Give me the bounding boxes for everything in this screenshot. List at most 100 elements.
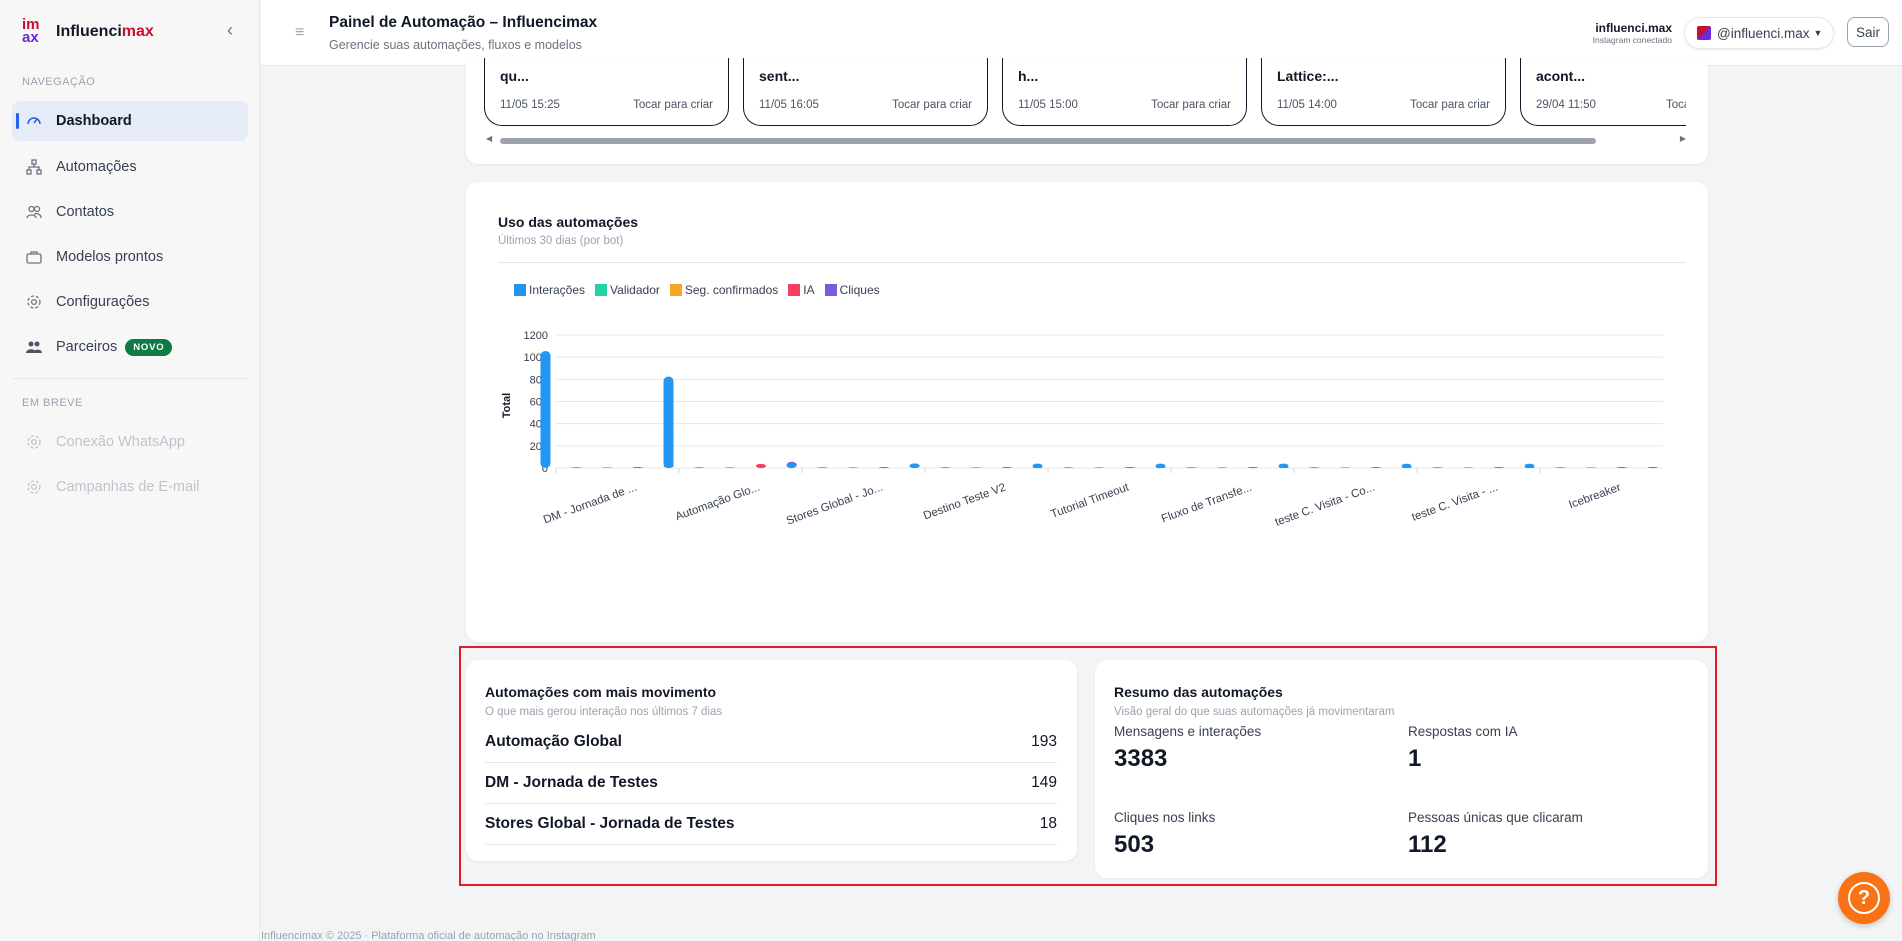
bar-intera-es[interactable] (540, 350, 551, 468)
flow-card-action: Tocar para criar (892, 99, 972, 111)
sidebar: im ax Influencimax ‹ NAVEGAÇÃO Dashboard… (0, 0, 260, 941)
bar-intera-es[interactable] (663, 376, 674, 468)
scrollbar-thumb[interactable] (500, 138, 1596, 144)
legend-item[interactable]: Validador (595, 283, 660, 297)
flow-card-action: Tocar para criar (633, 99, 713, 111)
sitemap-icon (26, 159, 42, 175)
bar-intera-es[interactable] (786, 463, 797, 468)
sidebar-item-label: Conexão WhatsApp (56, 434, 185, 450)
bar-seg-confirmados[interactable] (1586, 467, 1597, 468)
footer: Influencimax © 2025 · Plataforma oficial… (261, 930, 596, 941)
bar-validador[interactable] (694, 467, 705, 468)
account-status: Instagram conectado (1592, 35, 1672, 45)
flow-card[interactable]: acont... 29/04 11:50 Tocar para criar (1520, 58, 1708, 126)
sidebar-item-dashboard[interactable]: Dashboard (12, 101, 248, 141)
sidebar-item-contatos[interactable]: Contatos (12, 192, 248, 232)
bar-seg-confirmados[interactable] (725, 467, 736, 468)
automation-row[interactable]: DM - Jornada de Testes 149 (485, 763, 1057, 804)
legend-item[interactable]: Seg. confirmados (669, 283, 778, 297)
flow-card[interactable]: qu... 11/05 15:25 Tocar para criar (484, 58, 729, 126)
flow-carousel: qu... 11/05 15:25 Tocar para criar sent.… (466, 58, 1708, 164)
bar-cliques[interactable] (1647, 467, 1658, 468)
flow-card[interactable]: sent... 11/05 16:05 Tocar para criar (743, 58, 988, 126)
legend-item[interactable]: IA (788, 283, 815, 297)
flow-card-title: acont... (1536, 68, 1586, 84)
bar-validador[interactable] (1555, 467, 1566, 468)
sidebar-item-automacoes[interactable]: Automações (12, 147, 248, 187)
bar-seg-confirmados[interactable] (1217, 467, 1228, 468)
legend-label: Interações (529, 283, 586, 297)
bar-ia[interactable] (878, 467, 889, 468)
scroll-right-icon[interactable]: ▶ (1679, 134, 1686, 143)
scroll-left-icon[interactable]: ◀ (486, 134, 493, 143)
bar-seg-confirmados[interactable] (1094, 467, 1105, 468)
flow-card[interactable]: h... 11/05 15:00 Tocar para criar (1002, 58, 1247, 126)
bar-ia[interactable] (1001, 467, 1012, 468)
gear-icon (27, 435, 41, 449)
stat-label: Respostas com IA (1408, 724, 1518, 739)
brand-name-a: Influenci (56, 23, 122, 40)
account-name: influenci.max (1595, 21, 1672, 35)
page-title: Painel de Automação – Influencimax (329, 14, 598, 31)
bar-validador[interactable] (571, 467, 582, 468)
automation-row[interactable]: Automação Global 193 (485, 722, 1057, 763)
logout-button[interactable]: Sair (1847, 17, 1889, 47)
sidebar-item-modelos-prontos[interactable]: Modelos prontos (12, 237, 248, 277)
legend-label: IA (803, 283, 815, 297)
bar-ia[interactable] (755, 463, 766, 468)
bar-validador[interactable] (1309, 467, 1320, 468)
stat-label: Mensagens e interações (1114, 724, 1262, 739)
highlight-outline (459, 646, 1717, 886)
stat-link-clicks: Cliques nos links 503 (1114, 810, 1215, 859)
sidebar-item-label: Automações (56, 159, 137, 175)
flow-card-title: qu... (500, 68, 529, 84)
bar-seg-confirmados[interactable] (602, 467, 613, 468)
flow-card[interactable]: Lattice:... 11/05 14:00 Tocar para criar (1261, 58, 1506, 126)
carousel-scrollbar[interactable]: ◀ ▶ (486, 134, 1686, 145)
bar-intera-es[interactable] (1278, 463, 1289, 468)
sidebar-item-configuracoes[interactable]: Configurações (12, 282, 248, 322)
bar-validador[interactable] (1063, 467, 1074, 468)
menu-icon[interactable]: ≡ (295, 24, 305, 41)
flow-card-date: 11/05 14:00 (1277, 99, 1337, 111)
sidebar-item-label: Configurações (56, 294, 150, 310)
bar-validador[interactable] (817, 467, 828, 468)
bar-intera-es[interactable] (1032, 463, 1043, 468)
chart-divider (498, 262, 1686, 263)
bar-validador[interactable] (1432, 467, 1443, 468)
bar-seg-confirmados[interactable] (971, 467, 982, 468)
bar-ia[interactable] (1493, 467, 1504, 468)
bar-ia[interactable] (1370, 467, 1381, 468)
legend-item[interactable]: Cliques (824, 283, 880, 297)
bar-intera-es[interactable] (909, 463, 920, 468)
y-axis-label: Total (501, 393, 513, 418)
bar-validador[interactable] (940, 467, 951, 468)
bar-ia[interactable] (1124, 467, 1135, 468)
account-selector[interactable]: @influenci.max ▼ (1684, 17, 1834, 49)
sidebar-item-parceiros[interactable]: Parceiros NOVO (12, 327, 248, 367)
bar-ia[interactable] (1616, 467, 1627, 468)
bar-ia[interactable] (1247, 467, 1258, 468)
bar-seg-confirmados[interactable] (1340, 467, 1351, 468)
bar-intera-es[interactable] (1155, 463, 1166, 468)
sidebar-item-label: Dashboard (56, 113, 132, 129)
stat-value: 1 (1408, 745, 1422, 772)
collapse-sidebar-icon[interactable]: ‹ (227, 20, 233, 40)
bar-intera-es[interactable] (1401, 463, 1412, 468)
automation-name: Automação Global (485, 733, 622, 750)
bar-seg-confirmados[interactable] (848, 467, 859, 468)
brand-mini-icon (1697, 26, 1711, 40)
bar-ia[interactable] (632, 467, 643, 468)
chart-title: Uso das automações (498, 214, 639, 230)
sidebar-item-label: Parceiros (56, 339, 118, 355)
x-tick-label: Destino Teste V2 (922, 482, 1008, 523)
brand[interactable]: im ax Influencimax (22, 17, 154, 46)
help-button[interactable]: ? (1838, 872, 1890, 924)
automation-row[interactable]: Stores Global - Jornada de Testes 18 (485, 804, 1057, 845)
legend-item[interactable]: Interações (514, 283, 585, 297)
bar-validador[interactable] (1186, 467, 1197, 468)
bar-seg-confirmados[interactable] (1463, 467, 1474, 468)
bar-intera-es[interactable] (1524, 463, 1535, 468)
x-tick-label: Tutorial Timeout (1049, 481, 1131, 521)
